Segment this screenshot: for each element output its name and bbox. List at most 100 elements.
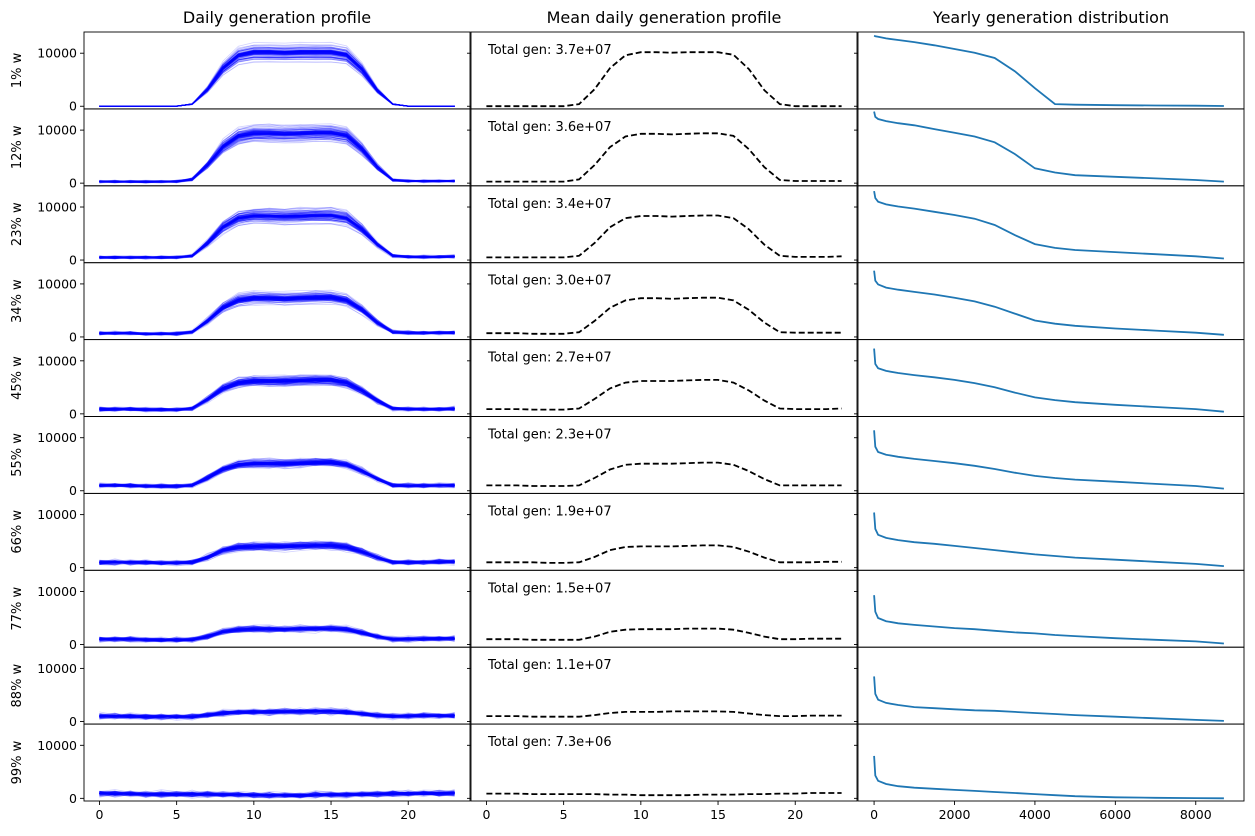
daily-profile-line: [99, 51, 455, 107]
axes-frame: [83, 492, 471, 571]
daily-profile-line: [99, 710, 455, 720]
subplot-99w-col0: 0 10000 0 5 10 15 20 99% w: [10, 723, 471, 822]
daily-profile-line: [99, 791, 455, 798]
x-tick-label: 10: [633, 807, 649, 822]
daily-profile-line: [99, 131, 455, 183]
daily-profile-line: [99, 219, 455, 260]
daily-profile-line: [99, 381, 455, 412]
daily-profile-line: [99, 56, 455, 107]
axes-frame: [857, 339, 1245, 417]
duration-curve: [873, 595, 1224, 645]
subplot-23w-col2: [854, 185, 1245, 264]
daily-profile-line: [99, 54, 455, 107]
daily-profile-line: [99, 138, 455, 184]
daily-profile-line: [99, 540, 455, 565]
x-tick-label: 10: [246, 807, 262, 822]
daily-profile-line: [99, 219, 455, 260]
daily-profile-line: [99, 58, 455, 107]
daily-profile-line: [99, 302, 455, 335]
daily-profile-line: [99, 711, 455, 721]
y-tick-label: 10000: [37, 200, 77, 215]
daily-profile-line: [99, 137, 455, 183]
daily-profile-line: [99, 627, 455, 643]
daily-profile-line: [99, 51, 455, 107]
daily-profile-line: [99, 138, 455, 184]
y-tick-label: 0: [69, 253, 77, 268]
x-tick-label: 5: [173, 807, 181, 822]
daily-profile-line: [99, 460, 455, 487]
y-tick-label: 10000: [37, 123, 77, 138]
daily-profile-line: [99, 542, 455, 565]
mean-profile-line: [486, 132, 842, 183]
axes-frame: [857, 108, 1245, 187]
x-tick-label: 8000: [1180, 807, 1212, 822]
duration-curve: [873, 430, 1224, 490]
subplot-23w-col0: 0 10000 23% w: [10, 185, 471, 268]
daily-profile-line: [99, 56, 455, 107]
daily-profile-line: [99, 218, 455, 259]
daily-profile-line: [99, 375, 455, 411]
daily-profile-line: [99, 297, 455, 336]
daily-profile-line: [99, 57, 455, 107]
subplot-45w-col2: [854, 339, 1245, 417]
row-label: 23% w: [10, 202, 25, 246]
y-tick-label: 10000: [37, 46, 77, 61]
daily-profile-line: [99, 52, 455, 107]
daily-profile-line: [99, 61, 455, 107]
subplot-55w-col1: Total gen: 2.3e+07: [467, 416, 858, 494]
daily-profile-line: [99, 791, 455, 799]
daily-profile-line: [99, 58, 455, 107]
daily-profile-line: [99, 136, 455, 184]
total-gen-annotation: Total gen: 2.3e+07: [487, 428, 612, 443]
daily-profile-line: [99, 628, 455, 642]
total-gen-annotation: Total gen: 1.5e+07: [487, 581, 612, 596]
daily-profile-line: [99, 707, 455, 719]
subplot-55w-col0: 0 10000 55% w: [10, 416, 471, 498]
daily-profile-line: [99, 138, 455, 184]
daily-profile-line: [99, 297, 455, 335]
daily-profile-line: [99, 629, 455, 643]
daily-profile-line: [99, 50, 455, 107]
axes-frame: [857, 31, 1245, 110]
mean-profile-line: [486, 461, 842, 487]
daily-profile-line: [99, 137, 455, 184]
row-label: 66% w: [10, 510, 25, 554]
daily-profile-line: [99, 791, 455, 798]
axes-frame: [83, 416, 471, 494]
axes-frame: [470, 723, 858, 802]
daily-profile-line: [99, 51, 455, 107]
subplot-88w-col1: Total gen: 1.1e+07: [467, 646, 858, 725]
x-tick-label: 6000: [1099, 807, 1131, 822]
daily-profile-line: [99, 51, 455, 107]
daily-profile-line: [99, 214, 455, 260]
daily-profile-line: [99, 136, 455, 184]
row-label: 12% w: [10, 125, 25, 169]
daily-profile-line: [99, 215, 455, 259]
daily-profile-line: [99, 297, 455, 336]
daily-profile-line: [99, 384, 455, 412]
daily-profile-line: [99, 56, 455, 107]
x-tick-label: 4000: [1019, 807, 1051, 822]
axes-frame: [857, 723, 1245, 802]
daily-profile-line: [99, 546, 455, 565]
daily-profile-line: [99, 132, 455, 183]
x-tick-label: 15: [323, 807, 339, 822]
daily-profile-line: [99, 374, 455, 411]
daily-profile-line: [99, 52, 455, 107]
row-label: 77% w: [10, 587, 25, 631]
mean-profile-line: [486, 627, 842, 641]
daily-profile-line: [99, 625, 455, 642]
daily-profile-line: [99, 222, 455, 260]
daily-profile-line: [99, 546, 455, 566]
axes-frame: [83, 723, 471, 802]
daily-profile-line: [99, 790, 455, 799]
daily-profile-line: [99, 462, 455, 489]
row-label: 1% w: [10, 52, 25, 88]
daily-profile-line: [99, 56, 455, 107]
daily-profile-line: [99, 297, 455, 335]
y-tick-label: 0: [69, 406, 77, 421]
daily-profile-line: [99, 132, 455, 184]
daily-profile-line: [99, 214, 455, 258]
daily-profile-line: [99, 56, 455, 107]
total-gen-annotation: Total gen: 3.6e+07: [487, 120, 612, 135]
